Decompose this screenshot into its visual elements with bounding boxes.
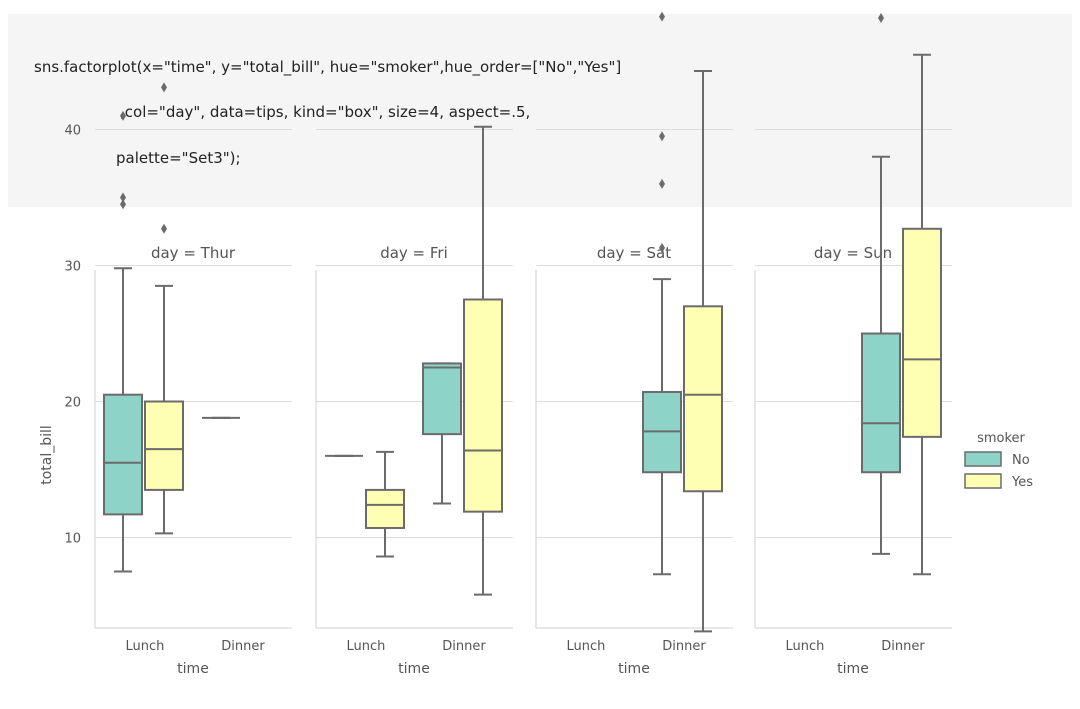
box-body [144,400,184,491]
legend-swatch [964,473,1002,489]
legend-label: Yes [1011,475,1033,490]
legend-title: smoker [977,431,1025,446]
y-tick-label: 40 [64,124,81,139]
box-body [103,393,143,516]
outlier-point [120,192,126,203]
box-yes [683,70,723,633]
outlier-point [161,82,167,93]
panel-title: day = Sat [597,244,671,262]
facet-panel: day = Sun Lunch Dinner time [754,12,952,677]
outlier-point [120,199,126,210]
box-no [103,110,143,573]
code-line-2: ,col="day", data=tips, kind="box", size=… [120,103,531,121]
outlier-point [659,178,665,189]
x-tick-label: Dinner [881,639,925,654]
x-axis-label: time [837,661,869,677]
box-yes [463,125,503,596]
code-block: sns.factorplot(x="time", y="total_bill",… [8,14,1072,207]
box-yes [902,53,942,576]
box-no [422,362,462,505]
code-line-1: sns.factorplot(x="time", y="total_bill",… [34,58,622,76]
x-axis-label: time [618,661,650,677]
panel-title: day = Fri [380,244,448,262]
box-body [463,298,503,513]
facet-panel: day = Fri Lunch Dinner time [315,125,513,677]
y-tick-label: 30 [64,260,81,275]
box-body [365,488,405,529]
box-no [642,11,682,576]
panel-title: day = Thur [151,244,236,262]
x-tick-label: Lunch [347,639,386,654]
outlier-point [161,223,167,234]
legend-swatch [964,451,1002,467]
x-tick-label: Lunch [786,639,825,654]
x-tick-label: Lunch [126,639,165,654]
facet-panel: day = Sat Lunch Dinner time [535,11,733,677]
outlier-point [659,242,665,253]
x-tick-label: Lunch [567,639,606,654]
x-axis-label: time [398,661,430,677]
y-tick-label: 50 [64,0,81,3]
legend-label: No [1012,453,1030,468]
box-body [683,305,723,493]
code-line-3: palette="Set3"); [116,149,241,167]
panel-title: day = Sun [814,244,892,262]
y-axis-label: total_bill [39,425,55,485]
x-tick-label: Dinner [662,639,706,654]
box-body [861,332,901,474]
x-tick-label: Dinner [221,639,265,654]
x-axis-label: time [177,661,209,677]
facet-panel: day = Thur 10 20 30 40 50 Lunch Dinner time [64,0,292,677]
box-body [422,362,462,436]
legend: smoker No Yes [964,431,1033,490]
x-tick-label: Dinner [442,639,486,654]
outlier-point [878,12,884,23]
outlier-point [120,110,126,121]
y-tick-label: 10 [64,532,81,547]
y-tick-label: 20 [64,396,81,411]
box-yes [144,82,184,535]
box-no [861,12,901,555]
box-body [902,227,942,438]
facet-panels: day = Thur1020304050LunchDinnertimeday =… [64,0,952,677]
box-yes [365,450,405,558]
outlier-point [659,131,665,142]
outlier-point [659,11,665,22]
